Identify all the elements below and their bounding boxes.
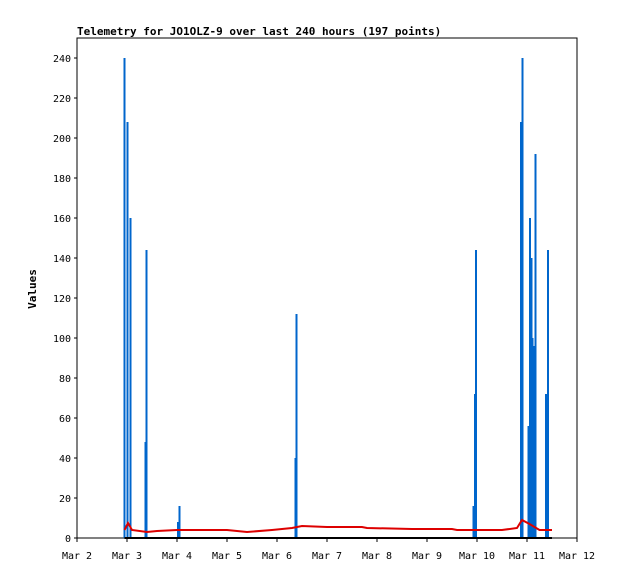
series-1 [123, 58, 549, 538]
y-tick-label: 100 [53, 334, 71, 345]
x-tick-label: Mar 7 [312, 551, 342, 562]
series-2 [123, 518, 552, 534]
x-tick-label: Mar 9 [412, 551, 442, 562]
y-tick-label: 220 [53, 94, 71, 105]
y-tick-label: 40 [59, 454, 71, 465]
y-axis-label: Values [26, 269, 39, 309]
x-axis: Mar 2 Mar 3 Mar 4 Mar 5 Mar 6 Mar 7 Mar 8 Mar 9… [62, 538, 595, 562]
y-tick-label: 200 [53, 134, 71, 145]
y-axis: 0 20 40 60 80 100 120 140 160 180 200 220 240 [53, 54, 77, 545]
chart-title: Telemetry for JO1OLZ-9 over last 240 hou… [77, 25, 441, 38]
x-tick-label: Mar 12 [559, 551, 595, 562]
x-tick-label: Mar 8 [362, 551, 392, 562]
x-tick-label: Mar 4 [162, 551, 192, 562]
series-layer [123, 58, 552, 539]
data-line [123, 518, 552, 534]
y-tick-label: 0 [65, 534, 71, 545]
y-tick-label: 160 [53, 214, 71, 225]
x-tick-label: Mar 10 [459, 551, 495, 562]
x-tick-label: Mar 2 [62, 551, 92, 562]
x-tick-label: Mar 11 [509, 551, 545, 562]
plot-area [76, 37, 578, 539]
y-tick-label: 140 [53, 254, 71, 265]
y-tick-label: 240 [53, 54, 71, 65]
y-tick-label: 20 [59, 494, 71, 505]
x-tick-label: Mar 5 [212, 551, 242, 562]
x-tick-label: Mar 6 [262, 551, 292, 562]
y-tick-label: 180 [53, 174, 71, 185]
y-tick-label: 80 [59, 374, 71, 385]
x-tick-label: Mar 3 [112, 551, 142, 562]
y-tick-label: 60 [59, 414, 71, 425]
y-tick-label: 120 [53, 294, 71, 305]
